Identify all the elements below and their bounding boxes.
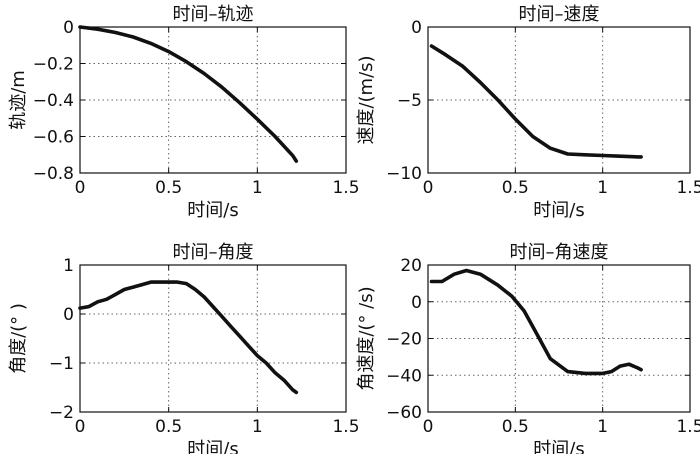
series-line	[429, 268, 643, 376]
x-tick-label: 0.5	[502, 178, 529, 198]
series-line	[429, 44, 643, 159]
x-tick-label: 1.5	[676, 417, 700, 437]
x-tick-label: 0.5	[155, 417, 182, 437]
chart-title: 时间–角度	[173, 242, 254, 263]
y-tick-label: −40	[386, 366, 422, 386]
y-tick-label: 0	[63, 18, 74, 38]
x-tick-label: 1	[597, 178, 608, 198]
y-axis-label: 速度/(m/s)	[356, 55, 377, 144]
y-tick-label: 0	[411, 18, 422, 38]
chart-title: 时间–轨迹	[173, 4, 254, 25]
plot-frame	[79, 264, 347, 413]
y-tick-label: 0	[411, 293, 422, 313]
chart-title: 时间–角速度	[510, 242, 609, 263]
x-tick-label: 1	[252, 417, 263, 437]
x-tick-label: 1.5	[332, 178, 359, 198]
y-axis-label: 角度/(° )	[8, 303, 29, 374]
y-tick-label: −60	[386, 403, 422, 423]
x-tick-label: 1.5	[332, 417, 359, 437]
x-axis-label: 时间/s	[533, 439, 584, 454]
x-tick-label: 0	[75, 417, 86, 437]
x-tick-label: 1.5	[676, 178, 700, 198]
x-axis-label: 时间/s	[187, 200, 238, 221]
x-tick-label: 0	[75, 178, 86, 198]
y-tick-label: −5	[397, 91, 422, 111]
y-tick-label: 1	[63, 256, 74, 276]
y-tick-label: 20	[400, 256, 422, 276]
series-line	[78, 280, 299, 395]
y-tick-label: −0.6	[33, 128, 74, 148]
x-tick-label: 1	[252, 178, 263, 198]
x-tick-label: 0.5	[502, 417, 529, 437]
y-tick-label: −2	[49, 403, 74, 423]
y-tick-label: −20	[386, 330, 422, 350]
x-tick-label: 0	[423, 417, 434, 437]
y-tick-label: −0.4	[33, 91, 74, 111]
chart-title: 时间–速度	[519, 4, 600, 25]
y-tick-label: −0.2	[33, 55, 74, 75]
y-axis-label: 角速度/(° /s)	[356, 286, 377, 390]
x-tick-label: 0	[423, 178, 434, 198]
y-tick-label: −10	[386, 164, 422, 184]
y-tick-label: −1	[49, 354, 74, 374]
x-axis-label: 时间/s	[187, 439, 238, 454]
y-tick-label: −0.8	[33, 164, 74, 184]
series-line	[78, 25, 299, 163]
y-tick-label: 0	[63, 305, 74, 325]
x-tick-label: 0.5	[155, 178, 182, 198]
x-tick-label: 1	[597, 417, 608, 437]
x-axis-label: 时间/s	[533, 200, 584, 221]
y-axis-label: 轨迹/m	[8, 70, 29, 130]
